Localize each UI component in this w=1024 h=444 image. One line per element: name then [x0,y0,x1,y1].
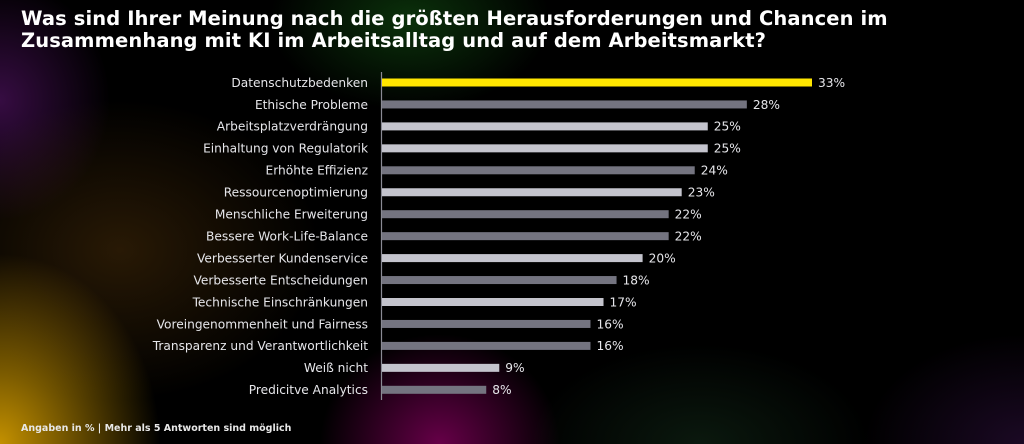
category-label: Weiß nicht [304,361,368,375]
bar [382,319,591,328]
bar [382,298,604,306]
bar [382,166,695,175]
category-label: Voreingenommenheit und Fairness [157,317,368,331]
value-label: 16% [596,317,623,331]
category-label: Technische Einschränkungen [192,295,368,309]
value-label: 28% [753,98,780,112]
value-label: 22% [675,229,702,243]
category-label: Menschliche Erweiterung [215,208,368,222]
value-label: 25% [714,142,741,156]
value-label: 8% [492,383,511,397]
value-label: 23% [688,186,715,200]
bar [382,341,591,350]
value-label: 9% [505,361,524,375]
footnote: Angaben in % | Mehr als 5 Antworten sind… [21,423,292,434]
value-label: 25% [714,120,741,134]
value-label: 33% [818,76,845,90]
category-label: Predicitve Analytics [249,383,368,397]
category-label: Arbeitsplatzverdrängung [217,120,368,134]
bar [382,276,617,285]
category-label: Verbesserter Kundenservice [197,251,368,265]
value-label: 24% [701,164,728,178]
bar [382,78,812,87]
bar [382,385,487,394]
value-label: 16% [596,339,623,353]
bar [382,232,669,241]
category-label: Einhaltung von Regulatorik [203,142,369,156]
category-label: Bessere Work-Life-Balance [206,229,368,243]
category-label: Verbesserte Entscheidungen [194,273,369,287]
value-label: 17% [610,295,637,309]
category-label: Ressourcenoptimierung [224,186,368,200]
bar [382,363,500,372]
category-label: Erhöhte Effizienz [266,164,368,178]
bar [382,254,643,263]
bar [382,144,708,153]
category-label: Ethische Probleme [255,98,368,112]
bar [382,210,669,219]
value-label: 20% [649,251,676,265]
value-label: 22% [675,208,702,222]
category-label: Datenschutzbedenken [231,76,368,90]
bar [382,188,682,197]
bar [382,122,708,131]
chart-title: Was sind Ihrer Meinung nach die größten … [21,7,888,52]
category-label: Transparenz und Verantwortlichkeit [152,339,368,353]
value-label: 18% [623,273,650,287]
bar [382,100,747,109]
